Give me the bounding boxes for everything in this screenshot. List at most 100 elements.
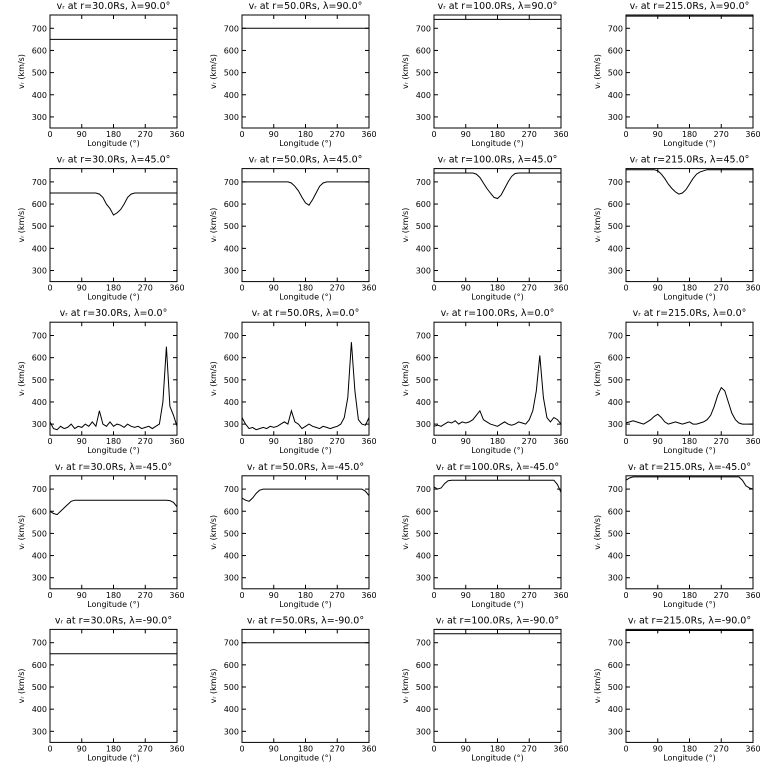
plot-frame	[625, 14, 754, 129]
y-tick-label: 700	[224, 24, 239, 33]
x-tick-label: 180	[106, 437, 121, 446]
x-tick-label: 90	[653, 130, 663, 139]
y-tick-label: 500	[32, 376, 47, 385]
chart-title: vᵣ at r=100.0Rs, λ=-90.0°	[436, 615, 559, 626]
x-tick-label: 90	[77, 437, 87, 446]
x-tick-label: 360	[553, 591, 568, 600]
x-tick-label: 360	[745, 591, 760, 600]
data-line	[242, 181, 369, 206]
x-tick-label: 90	[269, 130, 279, 139]
chart-title: vᵣ at r=100.0Rs, λ=-45.0°	[436, 462, 559, 473]
y-tick-label: 600	[608, 661, 623, 670]
x-tick-label: 0	[47, 437, 52, 446]
y-tick-label: 300	[32, 113, 47, 122]
y-tick-label: 600	[224, 200, 239, 209]
y-axis-label: vᵣ (km/s)	[593, 668, 602, 703]
x-tick-label: 0	[47, 744, 52, 753]
x-tick-label: 180	[490, 284, 505, 293]
x-axis-label: Longitude (°)	[87, 600, 140, 609]
x-tick-label: 0	[431, 284, 436, 293]
data-line	[49, 499, 178, 516]
x-tick-label: 360	[169, 437, 184, 446]
y-tick-label: 700	[32, 24, 47, 33]
y-tick-label: 700	[224, 331, 239, 340]
y-tick-label: 400	[32, 244, 47, 253]
x-tick-label: 360	[553, 744, 568, 753]
y-tick-label: 300	[32, 574, 47, 583]
x-axis-label: Longitude (°)	[471, 600, 524, 609]
x-tick-label: 90	[77, 744, 87, 753]
plot-frame	[241, 321, 370, 436]
x-axis-label: Longitude (°)	[279, 139, 332, 148]
y-tick-label: 300	[608, 574, 623, 583]
plot-frame	[241, 628, 370, 743]
y-tick-label: 400	[608, 705, 623, 714]
y-tick-label: 400	[416, 244, 431, 253]
x-tick-label: 180	[490, 591, 505, 600]
x-tick-label: 0	[239, 284, 244, 293]
y-axis-label: vᵣ (km/s)	[401, 668, 410, 703]
data-line	[241, 342, 370, 431]
x-tick-label: 270	[522, 591, 537, 600]
chart-title: vᵣ at r=215.0Rs, λ=0.0°	[633, 308, 747, 319]
y-tick-label: 300	[608, 420, 623, 429]
x-tick-label: 360	[169, 744, 184, 753]
data-line	[625, 476, 754, 490]
y-tick-label: 700	[32, 331, 47, 340]
x-tick-label: 360	[169, 284, 184, 293]
y-axis-label: vᵣ (km/s)	[17, 361, 26, 396]
x-tick-label: 90	[77, 130, 87, 139]
y-tick-label: 300	[416, 727, 431, 736]
chart-title: vᵣ at r=215.0Rs, λ=-90.0°	[628, 615, 751, 626]
y-tick-label: 400	[32, 91, 47, 100]
y-tick-label: 300	[224, 727, 239, 736]
y-tick-label: 300	[608, 113, 623, 122]
chart-title: vᵣ at r=30.0Rs, λ=-90.0°	[55, 615, 172, 626]
x-axis-label: Longitude (°)	[663, 139, 716, 148]
y-tick-label: 300	[608, 267, 623, 276]
x-tick-label: 180	[490, 130, 505, 139]
y-tick-label: 300	[224, 420, 239, 429]
y-tick-label: 500	[32, 222, 47, 231]
x-tick-label: 0	[239, 591, 244, 600]
chart-title: vᵣ at r=100.0Rs, λ=90.0°	[438, 1, 558, 12]
x-tick-label: 270	[522, 744, 537, 753]
x-tick-label: 270	[138, 284, 153, 293]
y-tick-label: 500	[416, 222, 431, 231]
x-axis-label: Longitude (°)	[279, 753, 332, 762]
chart-title: vᵣ at r=50.0Rs, λ=90.0°	[249, 1, 363, 12]
x-axis-label: Longitude (°)	[279, 293, 332, 302]
plot-frame	[49, 475, 178, 590]
y-tick-label: 300	[608, 727, 623, 736]
y-tick-label: 600	[608, 507, 623, 516]
y-tick-label: 300	[416, 420, 431, 429]
chart-title: vᵣ at r=215.0Rs, λ=90.0°	[630, 1, 750, 12]
x-axis-label: Longitude (°)	[471, 293, 524, 302]
plot-frame	[625, 628, 754, 743]
plot-frame	[49, 321, 178, 436]
x-tick-label: 90	[269, 744, 279, 753]
x-tick-label: 0	[431, 744, 436, 753]
x-tick-label: 180	[298, 591, 313, 600]
chart-title: vᵣ at r=30.0Rs, λ=45.0°	[57, 155, 171, 166]
plot-frame	[49, 14, 178, 129]
x-tick-label: 360	[745, 744, 760, 753]
x-tick-label: 180	[298, 130, 313, 139]
chart-title: vᵣ at r=50.0Rs, λ=-45.0°	[247, 462, 364, 473]
x-tick-label: 90	[461, 744, 471, 753]
x-tick-label: 180	[682, 437, 697, 446]
x-tick-label: 360	[361, 744, 376, 753]
x-tick-label: 360	[745, 130, 760, 139]
data-line	[625, 386, 753, 425]
y-tick-label: 600	[416, 507, 431, 516]
plot-frame	[625, 321, 754, 436]
x-tick-label: 0	[431, 130, 436, 139]
x-tick-label: 270	[138, 130, 153, 139]
y-tick-label: 400	[224, 705, 239, 714]
x-tick-label: 180	[298, 437, 313, 446]
chart-title: vᵣ at r=30.0Rs, λ=-45.0°	[55, 462, 172, 473]
y-tick-label: 600	[224, 661, 239, 670]
x-tick-label: 180	[298, 284, 313, 293]
plot-frame	[625, 168, 754, 283]
